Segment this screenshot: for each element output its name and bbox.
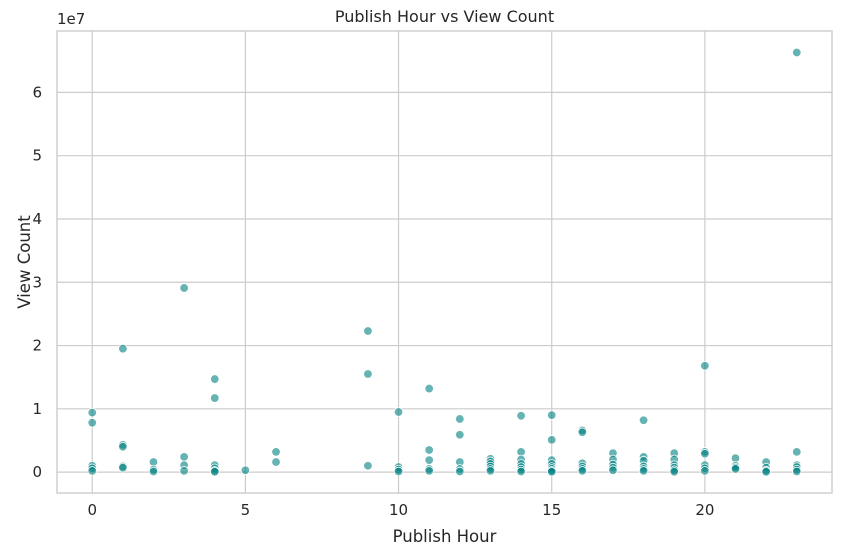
data-point — [730, 464, 741, 474]
data-point — [485, 466, 496, 476]
data-point — [700, 361, 710, 371]
data-point — [179, 466, 189, 476]
data-point — [363, 369, 373, 379]
data-point — [792, 466, 802, 477]
data-point — [210, 374, 220, 384]
data-point — [547, 435, 557, 445]
data-point — [638, 415, 649, 425]
y-tick-label: 2 — [32, 337, 42, 355]
data-point — [577, 427, 588, 437]
data-point — [669, 467, 679, 477]
y-tick-label: 6 — [32, 83, 42, 101]
data-point — [424, 455, 434, 465]
data-point — [118, 462, 128, 473]
data-point — [516, 466, 526, 477]
x-tick-label: 20 — [695, 501, 714, 519]
data-point — [424, 466, 434, 476]
data-point — [148, 466, 159, 477]
x-tick-labels: 0 5 10 15 20 — [87, 501, 714, 519]
y-tick-labels: 0 1 2 3 4 5 6 — [32, 83, 42, 481]
data-point — [455, 414, 465, 424]
data-point — [577, 466, 588, 476]
data-point — [210, 393, 220, 403]
data-point — [393, 466, 404, 477]
data-point — [87, 466, 97, 476]
y-offset-label: 1e7 — [57, 10, 85, 28]
data-point — [87, 418, 97, 428]
grid — [57, 31, 832, 493]
data-point — [424, 445, 434, 455]
x-tick-label: 0 — [87, 501, 97, 519]
data-point — [547, 410, 557, 420]
data-point — [424, 383, 434, 394]
data-point — [271, 447, 281, 457]
data-point — [210, 467, 220, 477]
data-point — [393, 407, 404, 417]
x-axis-label: Publish Hour — [393, 527, 497, 546]
data-point — [638, 466, 649, 476]
data-point — [700, 449, 710, 459]
x-tick-label: 15 — [542, 501, 561, 519]
data-points — [87, 47, 802, 477]
y-tick-label: 1 — [32, 400, 42, 418]
data-point — [87, 407, 97, 418]
data-point — [179, 452, 189, 462]
data-point — [792, 447, 802, 457]
y-tick-label: 5 — [32, 147, 42, 165]
data-point — [761, 467, 771, 477]
data-point — [700, 466, 710, 476]
data-point — [547, 467, 557, 477]
data-point — [455, 466, 465, 477]
data-point — [118, 344, 128, 354]
y-tick-label: 3 — [32, 273, 42, 291]
chart-title: Publish Hour vs View Count — [335, 7, 554, 26]
plot-frame — [56, 30, 833, 494]
y-axis-label: View Count — [15, 215, 34, 309]
data-point — [240, 465, 251, 475]
y-tick-label: 0 — [32, 463, 42, 481]
data-point — [271, 457, 281, 467]
y-tick-label: 4 — [32, 210, 42, 228]
x-tick-label: 10 — [389, 501, 408, 519]
data-point — [363, 461, 373, 471]
data-point — [516, 411, 526, 421]
data-point — [608, 465, 618, 475]
data-point — [118, 442, 128, 452]
data-point — [179, 283, 189, 293]
data-point — [455, 430, 465, 440]
data-point — [363, 326, 373, 336]
x-tick-label: 5 — [241, 501, 251, 519]
data-point — [792, 47, 802, 58]
